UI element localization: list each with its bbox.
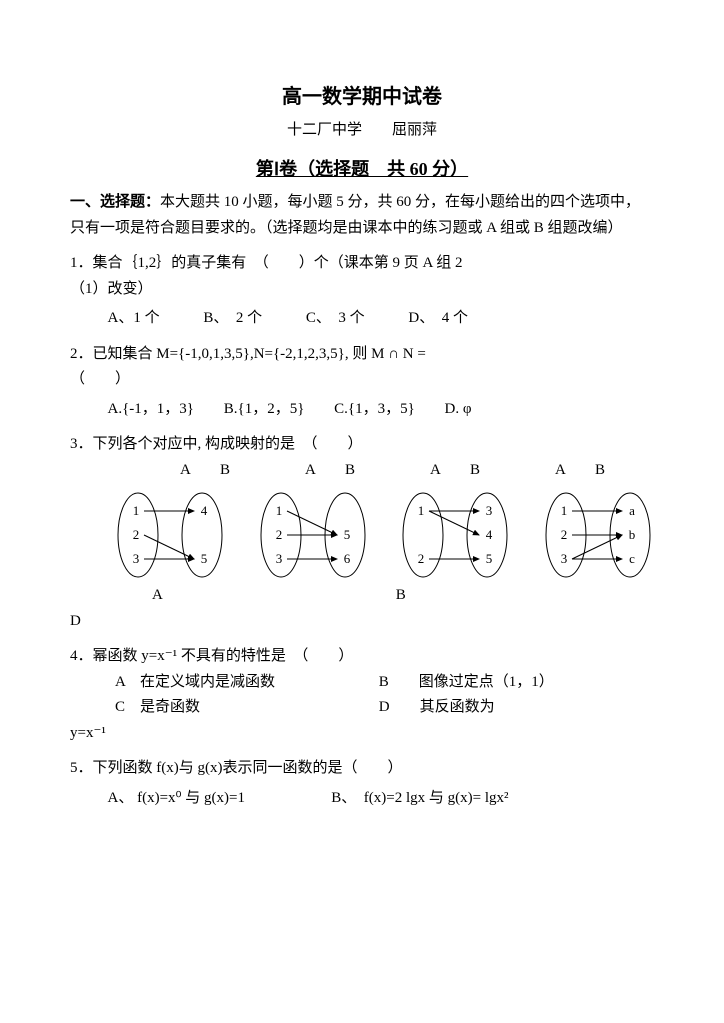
q5-opt-a: A、 f(x)=x⁰ 与 g(x)=1: [108, 786, 328, 812]
mapping-diagram-1: 1 2 3 4 5: [110, 487, 227, 583]
intro-label: 一、选择题：: [70, 194, 160, 210]
q1-opt-a: A、1 个: [108, 306, 160, 332]
svg-text:1: 1: [418, 503, 425, 518]
mapping-diagram-2: 1 2 3 5 6: [253, 487, 370, 583]
author: 屈丽萍: [392, 122, 437, 138]
question-5: 5．下列函数 f(x)与 g(x)表示同一函数的是（ ） A、 f(x)=x⁰ …: [70, 756, 654, 811]
q1-opt-b: B、 2 个: [203, 306, 262, 332]
svg-text:2: 2: [275, 527, 282, 542]
q3-trailing: D: [70, 609, 654, 635]
svg-text:3: 3: [275, 551, 282, 566]
svg-text:a: a: [629, 503, 635, 518]
q4-opt-d: D 其反函数为: [379, 699, 495, 715]
q2-opt-b: B.{1，2，5}: [224, 397, 305, 423]
question-2: 2．已知集合 M={-1,0,1,3,5},N={-2,1,2,3,5}, 则 …: [70, 342, 654, 423]
svg-text:1: 1: [560, 503, 567, 518]
question-1: 1．集合｛1,2｝的真子集有 （ ）个（课本第 9 页 A 组 2 （1）改变）…: [70, 251, 654, 332]
q3-stem: 3．下列各个对应中, 构成映射的是 （ ）: [70, 432, 654, 458]
mapping-diagram-3: 1 2 3 4 5: [395, 487, 512, 583]
q2-opt-d: D. φ: [445, 397, 472, 423]
school: 十二厂中学: [287, 122, 362, 138]
q1-opt-d: D、 4 个: [408, 306, 468, 332]
mapping-diagrams: 1 2 3 4 5 1 2 3 5 6 1 2 3 4 5 1 2 3 abc: [70, 487, 654, 583]
section-intro: 一、选择题：本大题共 10 小题，每小题 5 分，共 60 分，在每小题给出的四…: [70, 190, 654, 241]
q5-stem: 5．下列函数 f(x)与 g(x)表示同一函数的是（ ）: [70, 756, 654, 782]
svg-text:2: 2: [560, 527, 567, 542]
svg-text:b: b: [628, 527, 635, 542]
page-title: 高一数学期中试卷: [70, 80, 654, 114]
svg-text:1: 1: [133, 503, 140, 518]
svg-text:3: 3: [486, 503, 493, 518]
q3-under-labels: A B: [70, 583, 654, 609]
svg-text:6: 6: [343, 551, 350, 566]
q2-opt-a: A.{-1，1，3}: [108, 397, 194, 423]
q1-opt-c: C、 3 个: [306, 306, 365, 332]
q4-tail: y=x⁻¹: [70, 721, 654, 747]
svg-text:2: 2: [418, 551, 425, 566]
q4-opt-c: C 是奇函数: [115, 695, 375, 721]
svg-text:c: c: [629, 551, 635, 566]
q1-options: A、1 个 B、 2 个 C、 3 个 D、 4 个: [70, 306, 654, 332]
q3-label-a: A: [70, 583, 262, 609]
q2-line2: （ ）: [70, 367, 654, 393]
q3-top-labels: A B A B A B A B: [70, 458, 654, 484]
q5-options: A、 f(x)=x⁰ 与 g(x)=1 B、 f(x)=2 lgx 与 g(x)…: [70, 786, 654, 812]
q4-row2: C 是奇函数 D 其反函数为: [70, 695, 654, 721]
q2-line1: 2．已知集合 M={-1,0,1,3,5},N={-2,1,2,3,5}, 则 …: [70, 342, 654, 368]
svg-text:3: 3: [133, 551, 140, 566]
question-3: 3．下列各个对应中, 构成映射的是 （ ） A B A B A B A B 1 2…: [70, 432, 654, 634]
q1-line1: 1．集合｛1,2｝的真子集有 （ ）个（课本第 9 页 A 组 2: [70, 251, 654, 277]
mapping-diagram-4: 1 2 3 abc: [538, 487, 655, 583]
svg-text:4: 4: [486, 527, 493, 542]
section-title: 第Ⅰ卷（选择题 共 60 分）: [70, 154, 654, 185]
q3-label-b: B: [266, 583, 506, 609]
svg-text:5: 5: [201, 551, 208, 566]
q4-stem: 4．幂函数 y=x⁻¹ 不具有的特性是 （ ）: [70, 644, 654, 670]
svg-text:5: 5: [486, 551, 493, 566]
svg-text:3: 3: [560, 551, 567, 566]
svg-text:2: 2: [133, 527, 140, 542]
svg-text:4: 4: [201, 503, 208, 518]
q4-opt-a: A 在定义域内是减函数: [115, 670, 375, 696]
q2-options: A.{-1，1，3} B.{1，2，5} C.{1，3，5} D. φ: [70, 397, 654, 423]
q4-opt-b: B 图像过定点（1，1）: [379, 674, 554, 690]
q4-row1: A 在定义域内是减函数 B 图像过定点（1，1）: [70, 670, 654, 696]
svg-text:1: 1: [275, 503, 282, 518]
svg-text:5: 5: [343, 527, 350, 542]
q5-opt-b: B、 f(x)=2 lgx 与 g(x)= lgx²: [331, 790, 508, 806]
question-4: 4．幂函数 y=x⁻¹ 不具有的特性是 （ ） A 在定义域内是减函数 B 图像…: [70, 644, 654, 746]
q1-line2: （1）改变）: [70, 277, 654, 303]
subtitle: 十二厂中学 屈丽萍: [70, 118, 654, 144]
q2-opt-c: C.{1，3，5}: [334, 397, 415, 423]
